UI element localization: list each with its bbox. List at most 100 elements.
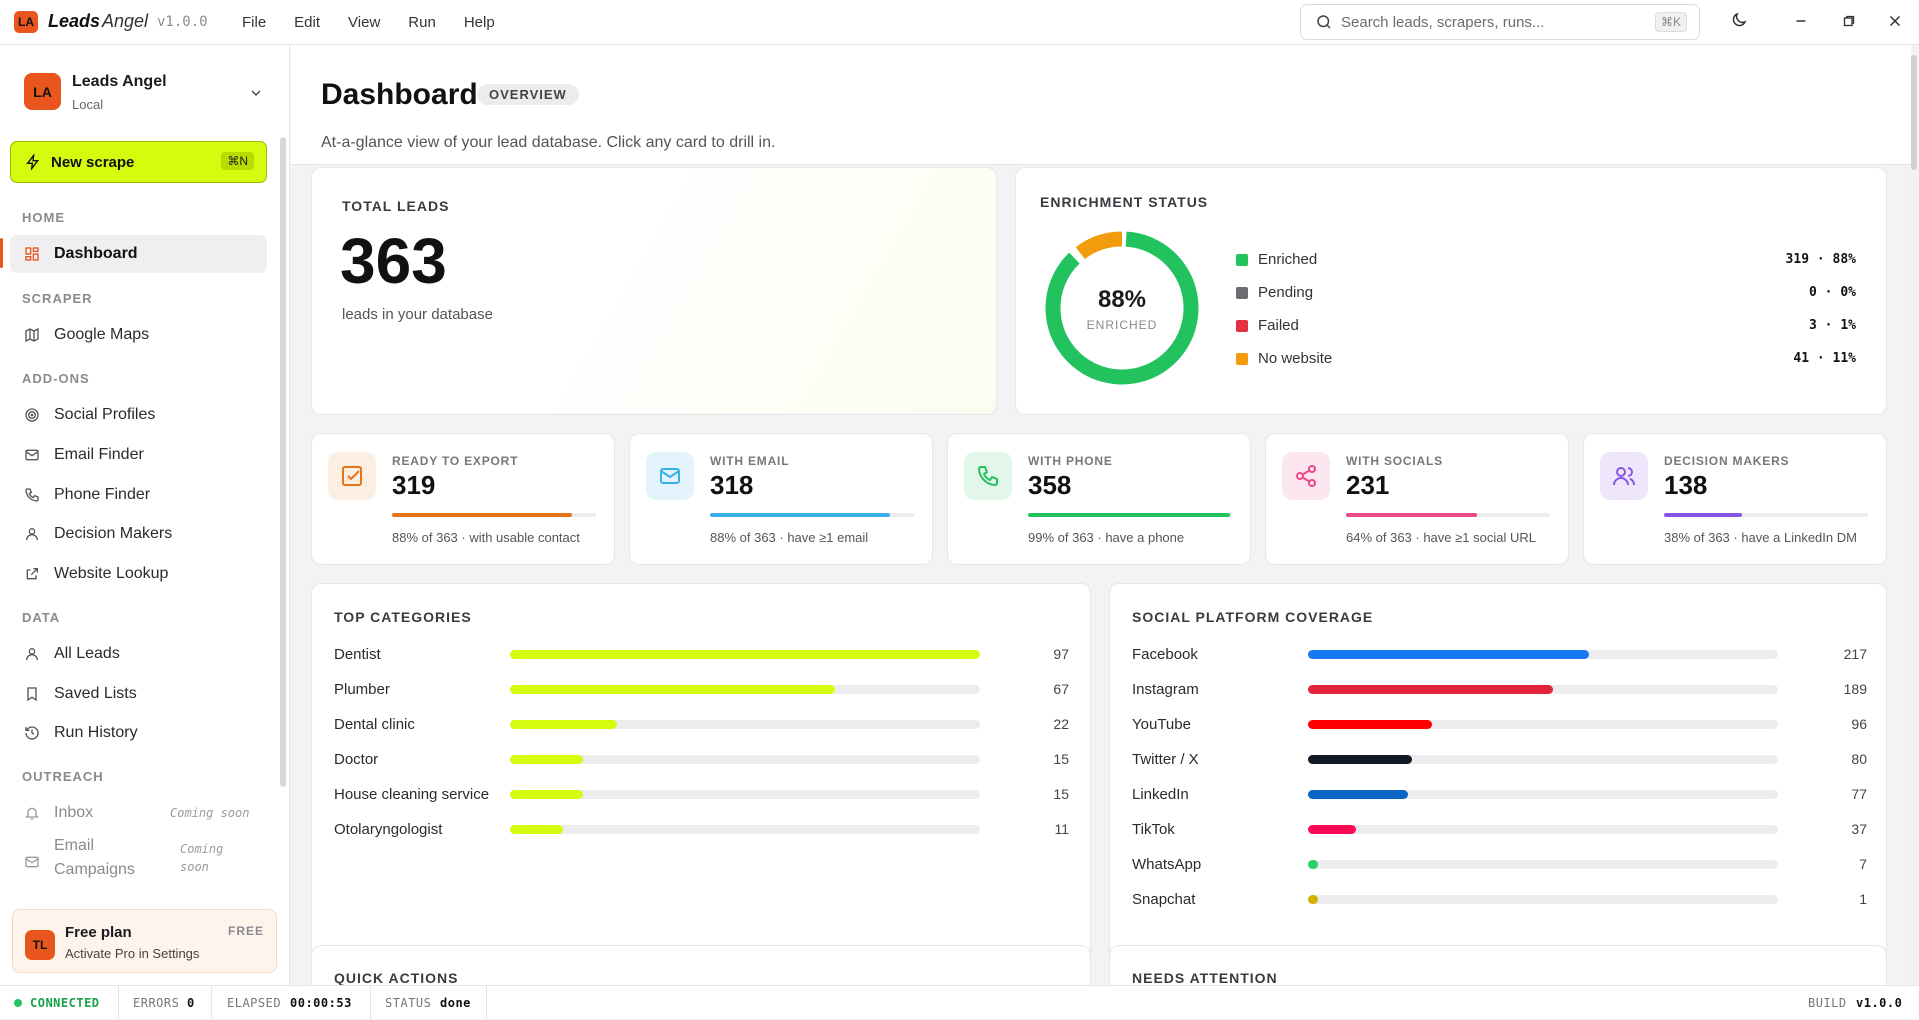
bar-value: 96: [1851, 716, 1867, 732]
bar-row[interactable]: Instagram 189: [1132, 677, 1867, 701]
new-scrape-button[interactable]: New scrape ⌘N: [10, 141, 267, 183]
sidebar-item-social-profiles[interactable]: Social Profiles: [10, 396, 267, 434]
bar-track: [510, 650, 980, 659]
bell-icon: [24, 805, 40, 821]
bar-value: 80: [1851, 751, 1867, 767]
stat-label: WITH SOCIALS: [1346, 454, 1443, 468]
share-icon: [1282, 452, 1330, 500]
status-bar: CONNECTED ERRORS 0 ELAPSED 00:00:53 STAT…: [0, 985, 1919, 1020]
main-scrollbar[interactable]: [1911, 55, 1917, 985]
donut-segment-no-website: [1075, 231, 1123, 260]
legend-swatch: [1236, 320, 1248, 332]
bar-row[interactable]: LinkedIn 77: [1132, 782, 1867, 806]
total-leads-card[interactable]: TOTAL LEADS 363 leads in your database: [311, 167, 997, 415]
sidebar-item-saved-lists[interactable]: Saved Lists: [10, 675, 267, 713]
sidebar-item-all-leads[interactable]: All Leads: [10, 635, 267, 673]
social-coverage-card[interactable]: SOCIAL PLATFORM COVERAGE Facebook 217 Inst…: [1109, 583, 1887, 973]
bar-row[interactable]: Doctor 15: [334, 747, 1069, 771]
sidebar-item-phone-finder[interactable]: Phone Finder: [10, 476, 267, 514]
scrollbar-thumb[interactable]: [1911, 55, 1917, 170]
stat-sub: 99% of 363 · have a phone: [1028, 530, 1185, 545]
theme-toggle-moon-icon[interactable]: [1730, 11, 1748, 29]
stat-card-with-socials[interactable]: WITH SOCIALS 231 64% of 363 · have ≥1 soci…: [1265, 433, 1569, 565]
page-title: Dashboard: [321, 78, 478, 111]
bar-row[interactable]: WhatsApp 7: [1132, 852, 1867, 876]
bar-row[interactable]: Facebook 217: [1132, 642, 1867, 666]
stat-card-with-email[interactable]: WITH EMAIL 318 88% of 363 · have ≥1 email: [629, 433, 933, 565]
sidebar-item-label: Website Lookup: [54, 565, 169, 582]
search-shortcut: ⌘K: [1654, 12, 1687, 32]
bar-value: 7: [1859, 856, 1867, 872]
sidebar-item-decision-makers[interactable]: Decision Makers: [10, 515, 267, 553]
bar-row[interactable]: Twitter / X 80: [1132, 747, 1867, 771]
bar-value: 15: [1053, 751, 1069, 767]
menu-file[interactable]: File: [242, 14, 267, 31]
sidebar-item-run-history[interactable]: Run History: [10, 714, 267, 752]
sidebar-item-dashboard[interactable]: Dashboard: [10, 235, 267, 273]
bar-row[interactable]: House cleaning service 15: [334, 782, 1069, 806]
minimize-icon[interactable]: [1792, 12, 1810, 30]
legend-swatch: [1236, 287, 1248, 299]
stat-card-decision-makers[interactable]: DECISION MAKERS 138 38% of 363 · have a Li…: [1583, 433, 1887, 565]
bar-fill: [510, 685, 835, 694]
section-outreach: OUTREACH: [22, 769, 104, 784]
bar-fill: [1308, 860, 1318, 869]
menu-view[interactable]: View: [348, 14, 381, 31]
connected-status: CONNECTED: [30, 996, 100, 1010]
sidebar-item-google-maps[interactable]: Google Maps: [10, 316, 267, 354]
sidebar-item-website-lookup[interactable]: Website Lookup: [10, 555, 267, 593]
sidebar-item-label: Dashboard: [54, 245, 138, 262]
bar-row[interactable]: Dentist 97: [334, 642, 1069, 666]
bar-fill: [510, 825, 563, 834]
menu-edit[interactable]: Edit: [294, 14, 321, 31]
bar-label: Plumber: [334, 681, 390, 698]
bar-row[interactable]: TikTok 37: [1132, 817, 1867, 841]
bar-row[interactable]: Otolaryngologist 11: [334, 817, 1069, 841]
bar-label: Twitter / X: [1132, 751, 1199, 768]
bar-row[interactable]: YouTube 96: [1132, 712, 1867, 736]
sidebar-scrollbar[interactable]: [280, 137, 286, 787]
section-home: HOME: [22, 210, 65, 225]
target-icon: [24, 407, 40, 423]
enrichment-status-card[interactable]: ENRICHMENT STATUS 88% ENRICHED Enriched 3…: [1015, 167, 1887, 415]
sidebar-item-label: Email: [54, 837, 95, 854]
plan-card[interactable]: TL Free plan Activate Pro in Settings FR…: [12, 909, 277, 973]
chevron-down-icon: [248, 85, 264, 101]
sidebar-item-label: Inbox: [54, 804, 94, 821]
close-icon[interactable]: [1886, 12, 1904, 30]
sidebar-item-label: Decision Makers: [54, 525, 173, 542]
phone-icon: [964, 452, 1012, 500]
stat-progress-track: [1028, 513, 1232, 517]
sidebar-item-label: Social Profiles: [54, 406, 156, 423]
bar-row[interactable]: Dental clinic 22: [334, 712, 1069, 736]
search-input[interactable]: Search leads, scrapers, runs... ⌘K: [1300, 4, 1700, 40]
bar-fill: [1308, 685, 1553, 694]
sidebar: LA Leads Angel Local New scrape ⌘N HOME …: [0, 45, 290, 985]
menu-run[interactable]: Run: [408, 14, 436, 31]
top-categories-card[interactable]: TOP CATEGORIES Dentist 97 Plumber 67 Dental …: [311, 583, 1091, 973]
stat-progress-track: [710, 513, 914, 517]
app-logo: LA: [14, 11, 38, 33]
bar-value: 97: [1053, 646, 1069, 662]
bar-fill: [1308, 790, 1408, 799]
stat-sub: 38% of 363 · have a LinkedIn DM: [1664, 530, 1857, 545]
sidebar-item-email-finder[interactable]: Email Finder: [10, 436, 267, 474]
menu-help[interactable]: Help: [463, 14, 495, 31]
bar-track: [510, 755, 980, 764]
bar-row[interactable]: Plumber 67: [334, 677, 1069, 701]
needs-attention-card[interactable]: NEEDS ATTENTION: [1109, 945, 1887, 985]
bar-row[interactable]: Snapchat 1: [1132, 887, 1867, 911]
stat-label: DECISION MAKERS: [1664, 454, 1790, 468]
quick-actions-card[interactable]: QUICK ACTIONS: [311, 945, 1091, 985]
stat-card-ready-to-export[interactable]: READY TO EXPORT 319 88% of 363 · with usab…: [311, 433, 615, 565]
stat-progress-fill: [392, 513, 572, 517]
new-scrape-shortcut: ⌘N: [221, 152, 254, 170]
stat-label: WITH EMAIL: [710, 454, 790, 468]
donut-segment-enriched: [1045, 231, 1199, 385]
restore-icon[interactable]: [1840, 12, 1858, 30]
bar-label: LinkedIn: [1132, 786, 1189, 803]
bar-fill: [1308, 895, 1318, 904]
stat-progress-fill: [1028, 513, 1230, 517]
stat-card-with-phone[interactable]: WITH PHONE 358 99% of 363 · have a phone: [947, 433, 1251, 565]
enrichment-label: ENRICHMENT STATUS: [1040, 194, 1209, 210]
